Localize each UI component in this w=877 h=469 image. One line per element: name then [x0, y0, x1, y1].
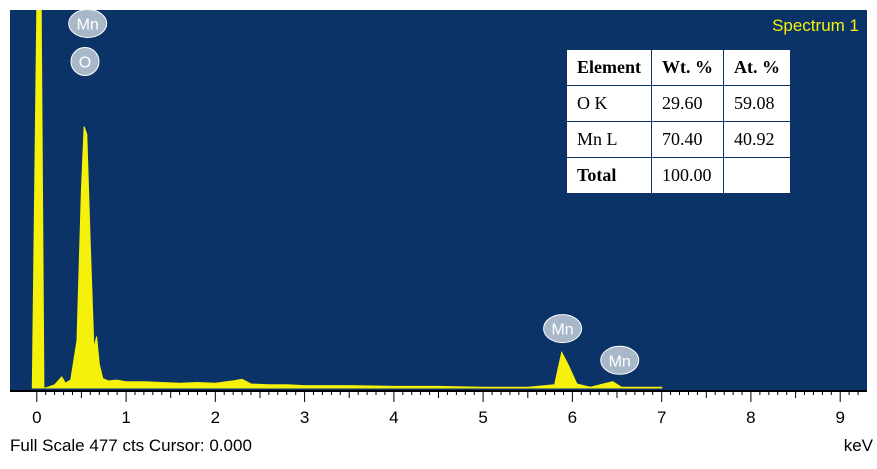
cell-element: Mn L — [566, 121, 652, 158]
spectrum-chart: Mn O Mn Mn — [31, 10, 663, 389]
column-header-at: At. % — [722, 49, 791, 86]
cell-wt: 70.40 — [650, 121, 724, 158]
energy-axis: 0 1 2 3 4 5 6 7 8 9 — [10, 390, 867, 435]
table-header-row: Element Wt. % At. % — [566, 49, 791, 86]
x-tick-label: 1 — [121, 408, 130, 427]
status-readout: Full Scale 477 cts Cursor: 0.000 — [10, 436, 252, 455]
composition-table: Element Wt. % At. % O K 29.60 59.08 Mn L… — [566, 49, 791, 194]
peak-label-mn[interactable]: Mn — [600, 345, 640, 375]
peak-label-text: Mn — [77, 17, 99, 34]
table-row: Mn L 70.40 40.92 — [566, 121, 791, 158]
peak-marker-badge — [600, 345, 640, 375]
peak-marker-badge — [68, 10, 108, 38]
unit-label: keV — [843, 436, 873, 455]
peak-marker-badge — [543, 314, 583, 344]
peak-label-text: O — [79, 55, 91, 72]
x-tick-label: 8 — [746, 408, 755, 427]
x-tick-label: 7 — [657, 408, 666, 427]
spectrum-trace — [31, 10, 663, 389]
cell-wt: 100.00 — [650, 157, 724, 194]
x-tick-label: 9 — [835, 408, 844, 427]
cell-at: 40.92 — [722, 121, 791, 158]
peak-marker-badge — [70, 47, 100, 76]
spectrum-plot[interactable]: Mn O Mn Mn Spectrum 1 Element Wt. % At. % O… — [10, 10, 867, 390]
cell-element: O K — [566, 85, 652, 122]
cell-at: 59.08 — [722, 85, 791, 122]
peak-label-mn[interactable]: Mn — [68, 10, 108, 38]
table-row-total: Total 100.00 — [566, 157, 791, 194]
x-tick-label: 2 — [211, 408, 220, 427]
column-header-wt: Wt. % — [650, 49, 724, 86]
x-tick-label: 6 — [568, 408, 577, 427]
x-tick-label: 0 — [32, 408, 41, 427]
spectrum-title: Spectrum 1 — [772, 16, 859, 35]
x-tick-label: 4 — [389, 408, 398, 427]
cell-at — [722, 157, 791, 194]
cell-wt: 29.60 — [650, 85, 724, 122]
peak-label-text: Mn — [609, 353, 631, 370]
peak-label-mn[interactable]: Mn — [543, 314, 583, 344]
peak-label-o[interactable]: O — [70, 47, 100, 76]
energy-axis-svg: 0 1 2 3 4 5 6 7 8 9 — [10, 390, 867, 427]
table-row: O K 29.60 59.08 — [566, 85, 791, 122]
cell-element: Total — [566, 157, 652, 194]
peak-label-text: Mn — [551, 322, 573, 339]
column-header-element: Element — [566, 49, 652, 86]
x-tick-label: 5 — [478, 408, 487, 427]
x-tick-label: 3 — [300, 408, 309, 427]
